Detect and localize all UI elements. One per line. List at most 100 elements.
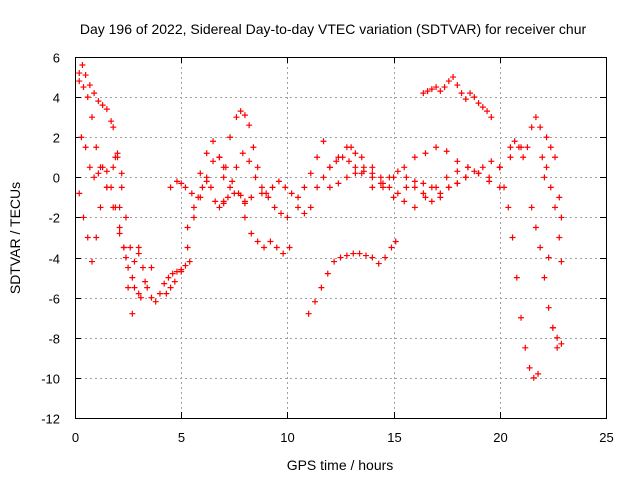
data-point <box>558 258 565 265</box>
data-point <box>509 234 516 241</box>
data-point <box>82 144 89 151</box>
data-point <box>118 184 125 191</box>
data-point <box>307 204 314 211</box>
series-arc-11 <box>220 150 291 221</box>
data-point <box>267 238 274 245</box>
data-point <box>235 190 242 197</box>
data-point <box>369 164 376 171</box>
data-point <box>135 290 142 297</box>
y-tick-label: -10 <box>41 372 60 387</box>
data-point <box>441 84 448 91</box>
data-point <box>326 164 333 171</box>
data-point <box>345 158 352 165</box>
data-point <box>558 214 565 221</box>
data-point <box>556 234 563 241</box>
data-point <box>148 264 155 271</box>
data-point <box>91 174 98 181</box>
data-point <box>307 170 314 177</box>
data-point <box>522 344 529 351</box>
data-point <box>462 174 469 181</box>
data-point <box>84 94 91 101</box>
data-point <box>224 194 231 201</box>
data-point <box>295 194 302 201</box>
data-point <box>454 82 461 89</box>
y-tick-label: -4 <box>48 252 60 267</box>
data-point <box>186 258 193 265</box>
data-point <box>390 194 397 201</box>
series-arc-17 <box>326 144 469 205</box>
data-point <box>422 194 429 201</box>
data-point <box>433 84 440 91</box>
data-point <box>288 190 295 197</box>
data-point <box>233 164 240 171</box>
series-arc-23 <box>528 204 565 347</box>
y-tick-label: -2 <box>48 211 60 226</box>
data-point <box>144 284 151 291</box>
data-point <box>543 134 550 141</box>
data-point <box>241 200 248 207</box>
y-tick-label: 2 <box>53 131 60 146</box>
data-point <box>112 204 119 211</box>
x-tick-label: 0 <box>72 430 79 445</box>
data-point <box>545 304 552 311</box>
data-point <box>305 310 312 317</box>
data-point <box>165 274 172 281</box>
data-point <box>248 194 255 201</box>
data-point <box>486 174 493 181</box>
data-point <box>428 86 435 93</box>
data-point <box>411 204 418 211</box>
data-point <box>182 262 189 269</box>
data-point <box>82 72 89 79</box>
data-point <box>462 96 469 103</box>
data-point <box>178 268 185 275</box>
data-point <box>554 344 561 351</box>
data-point <box>301 210 308 217</box>
data-point <box>360 164 367 171</box>
data-point <box>424 88 431 95</box>
data-point <box>505 204 512 211</box>
data-point <box>99 164 106 171</box>
data-point <box>471 168 478 175</box>
data-point <box>335 180 342 187</box>
ticks-layer: 0 5 10 15 20 25 -12 -10 -8 -6 -4 -2 0 2 4 6 <box>41 51 614 446</box>
data-point <box>84 234 91 241</box>
x-tick-label: 10 <box>280 430 294 445</box>
data-point <box>110 124 117 131</box>
data-point <box>178 180 185 187</box>
data-point <box>275 178 282 185</box>
data-point <box>411 184 418 191</box>
data-point <box>312 298 319 305</box>
y-tick-label: -8 <box>48 332 60 347</box>
data-point <box>437 88 444 95</box>
data-point <box>520 154 527 161</box>
data-point <box>169 270 176 277</box>
data-point <box>216 154 223 161</box>
data-point <box>335 154 342 161</box>
data-point <box>507 144 514 151</box>
data-point <box>199 184 206 191</box>
data-point <box>333 158 340 165</box>
series-arc-09 <box>184 154 255 231</box>
x-tick-label: 5 <box>178 430 185 445</box>
data-point <box>120 244 127 251</box>
data-point <box>127 244 134 251</box>
data-point <box>125 264 132 271</box>
data-point <box>269 184 276 191</box>
data-point <box>337 254 344 261</box>
data-point <box>118 170 125 177</box>
data-point <box>282 184 289 191</box>
series-arc-22 <box>507 114 561 351</box>
data-point <box>467 90 474 97</box>
data-point <box>184 244 191 251</box>
series-arc-20 <box>420 74 495 121</box>
data-point <box>239 150 246 157</box>
data-point <box>484 108 491 115</box>
data-point <box>246 122 253 129</box>
data-point <box>246 158 253 165</box>
data-point <box>241 214 248 221</box>
data-point <box>554 334 561 341</box>
data-point <box>356 250 363 257</box>
data-point <box>547 184 554 191</box>
data-point <box>420 190 427 197</box>
data-point <box>352 164 359 171</box>
